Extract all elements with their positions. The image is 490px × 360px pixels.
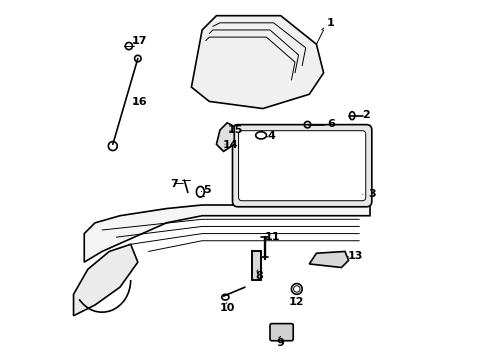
FancyBboxPatch shape [239, 131, 366, 201]
Text: 1: 1 [327, 18, 335, 28]
FancyBboxPatch shape [270, 324, 293, 341]
Text: 12: 12 [289, 297, 305, 307]
Text: 9: 9 [277, 338, 285, 347]
Text: 15: 15 [227, 125, 243, 135]
Polygon shape [84, 205, 370, 262]
Text: 14: 14 [223, 140, 239, 150]
Polygon shape [309, 251, 348, 267]
Text: 17: 17 [132, 36, 147, 46]
Polygon shape [192, 16, 323, 109]
Text: 4: 4 [268, 131, 276, 141]
Text: 7: 7 [171, 179, 178, 189]
Text: 11: 11 [265, 232, 280, 242]
Text: 10: 10 [220, 303, 235, 313]
Text: 6: 6 [327, 118, 335, 129]
Text: 5: 5 [203, 185, 211, 195]
Text: 8: 8 [255, 271, 263, 281]
Polygon shape [252, 251, 261, 280]
Text: 2: 2 [363, 110, 370, 120]
Text: 16: 16 [132, 97, 147, 107]
Text: 13: 13 [348, 251, 364, 261]
FancyBboxPatch shape [232, 125, 372, 207]
Polygon shape [74, 244, 138, 316]
Polygon shape [217, 123, 234, 152]
Text: 3: 3 [368, 189, 376, 199]
